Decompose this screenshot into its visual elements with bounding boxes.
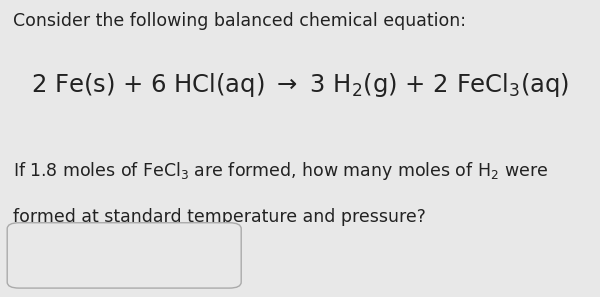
- Text: 2 Fe(s) + 6 HCl(aq) $\rightarrow$ 3 H$_2$(g) + 2 FeCl$_3$(aq): 2 Fe(s) + 6 HCl(aq) $\rightarrow$ 3 H$_2…: [31, 71, 569, 99]
- Text: If 1.8 moles of FeCl$_3$ are formed, how many moles of H$_2$ were: If 1.8 moles of FeCl$_3$ are formed, how…: [13, 160, 548, 182]
- Text: Consider the following balanced chemical equation:: Consider the following balanced chemical…: [13, 12, 466, 30]
- FancyBboxPatch shape: [7, 223, 241, 288]
- Text: formed at standard temperature and pressure?: formed at standard temperature and press…: [13, 208, 426, 226]
